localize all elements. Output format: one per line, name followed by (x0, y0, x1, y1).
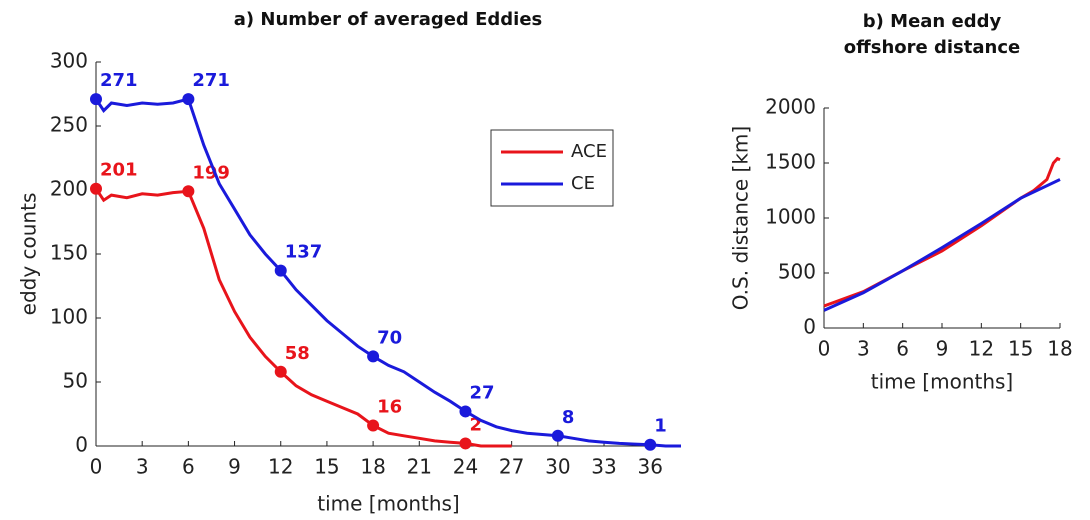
marker (644, 438, 657, 451)
y-tick-label: 250 (50, 113, 88, 137)
x-tick-label: 0 (818, 337, 831, 361)
x-tick-label: 6 (896, 337, 909, 361)
y-tick-label: 300 (50, 49, 88, 73)
data-line (94, 187, 512, 448)
marker (182, 185, 195, 198)
x-tick-label: 18 (1047, 337, 1072, 361)
marker (274, 264, 287, 277)
x-tick-label: 0 (90, 455, 103, 479)
y-tick-label: 2000 (765, 95, 816, 119)
chart-title: b) Mean eddy (863, 11, 1002, 32)
y-tick-label: 50 (63, 369, 88, 393)
marker (182, 93, 195, 106)
data-label: 137 (285, 242, 323, 263)
marker (459, 405, 472, 418)
x-tick-label: 30 (545, 455, 570, 479)
data-label: 199 (192, 162, 230, 183)
data-line (94, 97, 681, 448)
data-label: 58 (285, 343, 310, 364)
x-axis-label: time [months] (871, 370, 1013, 394)
data-label: 27 (469, 382, 494, 403)
y-tick-label: 1000 (765, 205, 816, 229)
legend-box (490, 129, 614, 207)
marker (551, 429, 564, 442)
x-tick-label: 6 (182, 455, 195, 479)
chart-title: offshore distance (844, 37, 1020, 58)
y-tick-label: 1500 (765, 150, 816, 174)
y-tick-label: 100 (50, 305, 88, 329)
x-tick-label: 15 (314, 455, 339, 479)
x-tick-label: 18 (360, 455, 385, 479)
chart-title: a) Number of averaged Eddies (234, 9, 543, 30)
y-tick-label: 0 (75, 433, 88, 457)
x-tick-label: 9 (936, 337, 949, 361)
x-tick-label: 33 (591, 455, 616, 479)
x-tick-label: 36 (637, 455, 662, 479)
legend-label: CE (571, 173, 595, 194)
y-tick-label: 500 (778, 260, 816, 284)
data-label: 70 (377, 327, 402, 348)
x-axis-label: time [months] (317, 492, 459, 516)
y-tick-label: 0 (803, 315, 816, 339)
legend-label: ACE (571, 141, 607, 162)
y-axis-label: O.S. distance [km] (729, 126, 753, 310)
data-label: 1 (654, 416, 667, 437)
x-tick-label: 27 (499, 455, 524, 479)
marker (274, 365, 287, 378)
x-tick-label: 3 (857, 337, 870, 361)
x-tick-label: 21 (407, 455, 432, 479)
data-line (823, 178, 1061, 312)
marker (367, 419, 380, 432)
marker (90, 93, 102, 106)
x-tick-label: 9 (228, 455, 241, 479)
data-line (823, 156, 1061, 308)
data-label: 271 (100, 70, 138, 91)
data-label: 16 (377, 397, 402, 418)
data-label: 8 (562, 407, 575, 428)
x-tick-label: 3 (136, 455, 149, 479)
data-label: 271 (192, 70, 230, 91)
x-tick-label: 12 (969, 337, 994, 361)
y-axis-label: eddy counts (17, 193, 41, 316)
y-tick-label: 150 (50, 241, 88, 265)
data-label: 201 (100, 160, 138, 181)
marker (90, 182, 102, 195)
x-tick-label: 15 (1008, 337, 1033, 361)
y-tick-label: 200 (50, 177, 88, 201)
marker (459, 437, 472, 450)
x-tick-label: 12 (268, 455, 293, 479)
marker (367, 350, 380, 363)
x-tick-label: 24 (453, 455, 478, 479)
